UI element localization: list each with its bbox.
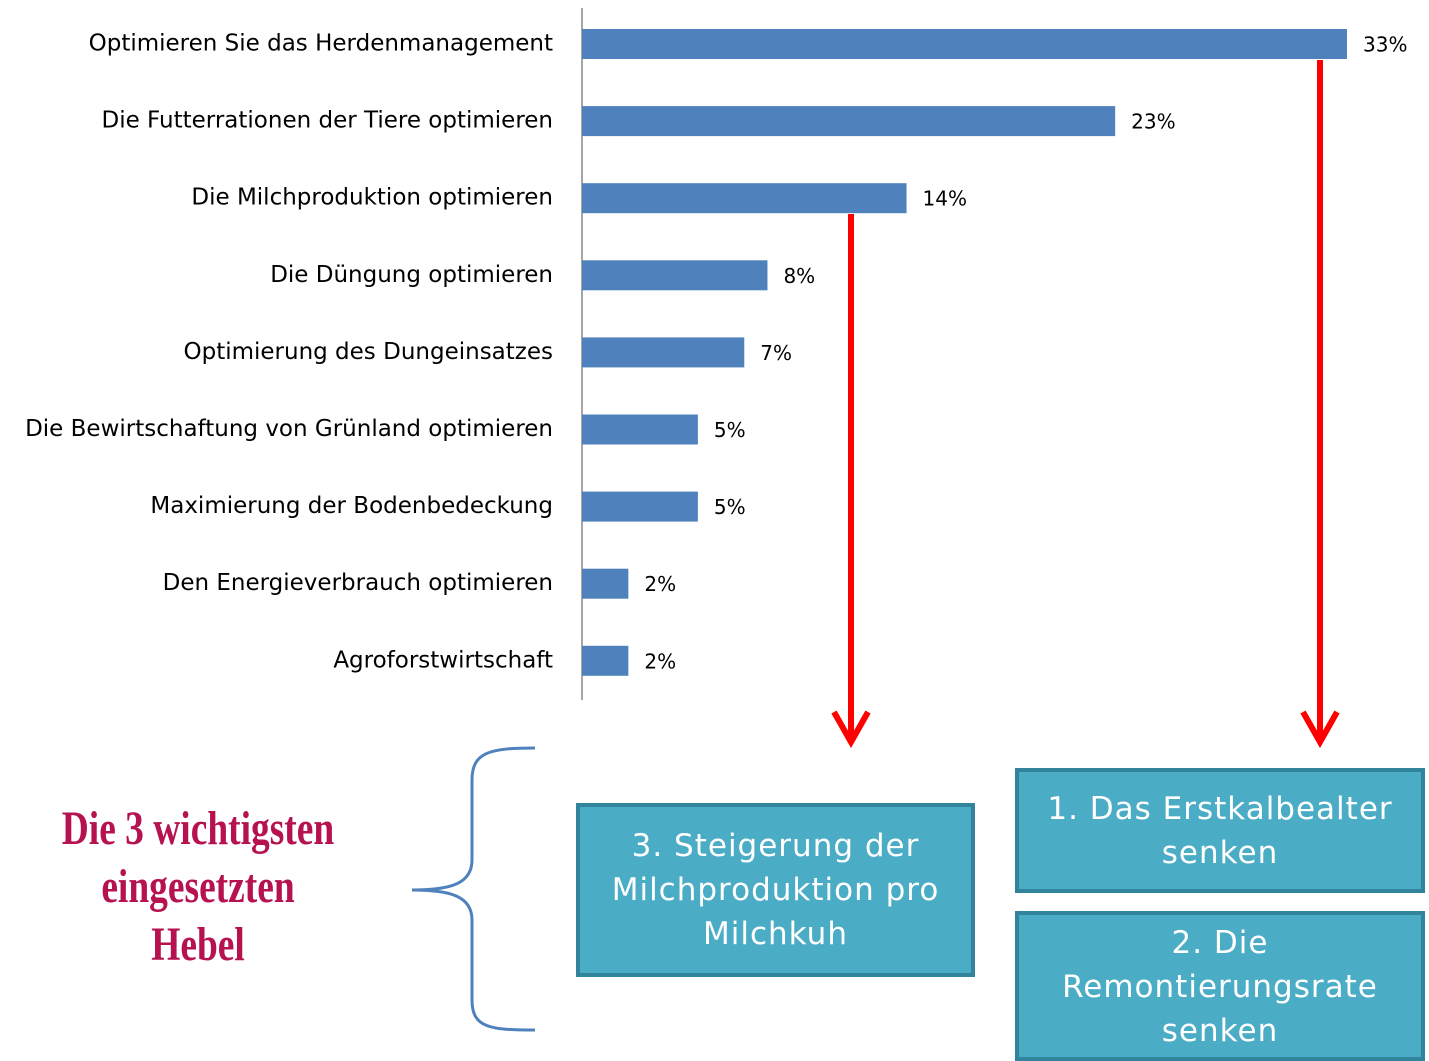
bar [582, 337, 745, 368]
bar [582, 414, 698, 445]
lever-box: 1. Das Erstkalbealter senken [1015, 768, 1425, 893]
category-label: Die Bewirtschaftung von Grünland optimie… [25, 416, 553, 442]
bar [582, 260, 768, 291]
value-label: 8% [783, 264, 815, 288]
category-label: Optimieren Sie das Herdenmanagement [89, 31, 553, 57]
value-label: 14% [923, 187, 967, 211]
brace [411, 746, 536, 1032]
category-label: Optimierung des Dungeinsatzes [183, 339, 553, 365]
arrows [831, 60, 1340, 749]
category-label: Die Düngung optimieren [270, 262, 553, 288]
bar [582, 183, 907, 214]
arrow-head [1300, 710, 1340, 749]
category-label: Den Energieverbrauch optimieren [163, 570, 553, 596]
arrow-head [831, 710, 871, 749]
value-label: 5% [714, 418, 746, 442]
lever-box: 2. Die Remontierungsrate senken [1015, 911, 1425, 1061]
category-label: Agroforstwirtschaft [333, 647, 553, 673]
bar [582, 29, 1347, 59]
bar [582, 106, 1116, 137]
heading: Die 3 wichtigsten eingesetzten Hebel [61, 802, 335, 971]
bar [582, 491, 698, 522]
value-label: 2% [644, 572, 676, 596]
category-label: Die Milchproduktion optimieren [191, 185, 553, 211]
value-label: 7% [760, 341, 792, 365]
bar [582, 645, 629, 676]
value-label: 33% [1363, 33, 1407, 57]
lever-box: 3. Steigerung der Milchproduktion pro Mi… [576, 803, 975, 977]
value-label: 2% [644, 649, 676, 673]
category-label: Maximierung der Bodenbedeckung [150, 493, 553, 519]
value-label: 23% [1131, 110, 1175, 134]
value-label: 5% [714, 495, 746, 519]
bar [582, 568, 629, 599]
category-label: Die Futterrationen der Tiere optimieren [101, 108, 553, 134]
